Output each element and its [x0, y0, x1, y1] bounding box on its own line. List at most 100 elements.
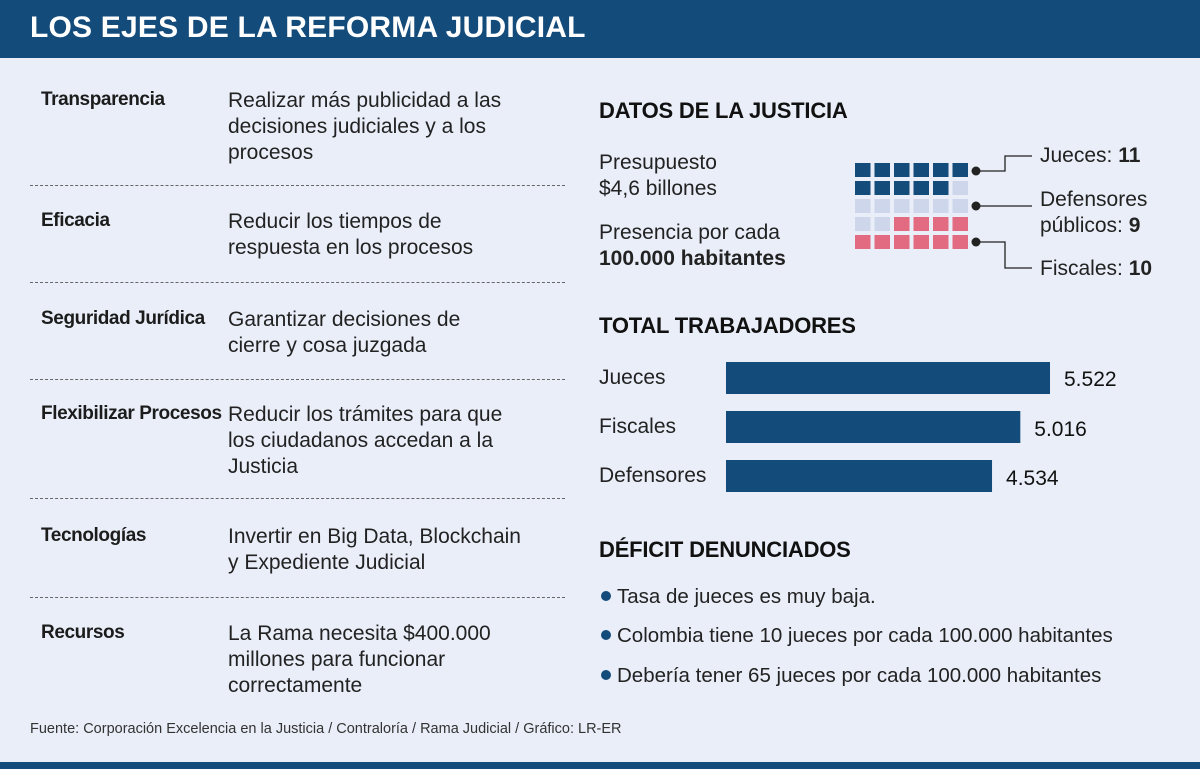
- total-trabajadores-title: TOTAL TRABAJADORES: [599, 313, 856, 338]
- axis-desc-line: Reducir los trámites para que: [228, 403, 503, 426]
- axis-name: Flexibilizar Procesos: [41, 403, 222, 424]
- legend-label: públicos:: [1040, 214, 1123, 237]
- waffle-cell: [952, 181, 968, 195]
- legend-value: 11: [1118, 144, 1141, 167]
- waffle-legend-fiscales: Fiscales: 10: [1040, 256, 1152, 282]
- deficit-item-text: Tasa de jueces es muy baja.: [617, 585, 876, 608]
- waffle-cell: [874, 235, 890, 249]
- waffle-cell: [855, 199, 871, 213]
- axis-desc-line: procesos: [228, 141, 314, 164]
- waffle-cell: [855, 163, 871, 177]
- header-bar: LOS EJES DE LA REFORMA JUDICIAL: [0, 0, 1200, 58]
- axis-name: Transparencia: [41, 89, 165, 110]
- bar-jueces: [726, 362, 1050, 394]
- waffle-cell: [913, 181, 929, 195]
- waffle-cell: [933, 199, 949, 213]
- bar-fiscales: [726, 411, 1021, 443]
- connector-line: [976, 241, 1032, 269]
- bullet-icon: [601, 630, 611, 640]
- bar-value-label: 5.522: [1064, 368, 1117, 391]
- deficit-title: DÉFICIT DENUNCIADOS: [599, 537, 851, 562]
- waffle-cell: [913, 235, 929, 249]
- source-note: Fuente: Corporación Excelencia en la Jus…: [30, 721, 622, 737]
- waffle-legend-jueces: Jueces: 11: [1040, 143, 1140, 169]
- deficit-item: Colombia tiene 10 jueces por cada 100.00…: [601, 624, 1113, 648]
- waffle-cell: [874, 199, 890, 213]
- row-divider: [30, 498, 565, 499]
- presencia-value: 100.000 habitantes: [599, 247, 786, 270]
- axis-description: Reducir los trámites para que los ciudad…: [228, 402, 568, 480]
- waffle-cell: [874, 217, 890, 231]
- waffle-cell: [933, 163, 949, 177]
- axis-desc-line: Reducir los tiempos de: [228, 210, 442, 233]
- waffle-cell: [952, 235, 968, 249]
- waffle-cell: [874, 163, 890, 177]
- deficit-item-text: Colombia tiene 10 jueces por cada 100.00…: [617, 624, 1113, 647]
- axis-name: Eficacia: [41, 210, 110, 231]
- presupuesto-label: Presupuesto: [599, 151, 717, 174]
- axis-description: Reducir los tiempos de respuesta en los …: [228, 209, 568, 261]
- axis-description: La Rama necesita $400.000 millones para …: [228, 621, 568, 699]
- bar-value-label: 5.016: [1034, 418, 1087, 441]
- waffle-cell: [874, 181, 890, 195]
- axis-desc-line: La Rama necesita $400.000: [228, 622, 491, 645]
- presencia-label: Presencia por cada: [599, 221, 780, 244]
- row-divider: [30, 597, 565, 598]
- waffle-cell: [913, 217, 929, 231]
- waffle-cell: [952, 217, 968, 231]
- waffle-cell: [933, 181, 949, 195]
- legend-label: Jueces:: [1040, 144, 1113, 167]
- waffle-cell: [933, 235, 949, 249]
- legend-value: 9: [1128, 214, 1141, 237]
- legend-label: Fiscales:: [1040, 257, 1123, 280]
- axis-name: Recursos: [41, 622, 125, 643]
- deficit-item: Tasa de jueces es muy baja.: [601, 585, 876, 609]
- waffle-cell: [894, 235, 910, 249]
- connector-line: [976, 155, 1032, 172]
- axis-name: Seguridad Jurídica: [41, 308, 205, 329]
- axis-desc-line: Garantizar decisiones de: [228, 308, 461, 331]
- axis-desc-line: cierre y cosa juzgada: [228, 334, 427, 357]
- waffle-cell: [855, 217, 871, 231]
- bullet-icon: [601, 591, 611, 601]
- legend-label: Defensores: [1040, 188, 1148, 211]
- axis-desc-line: correctamente: [228, 674, 363, 697]
- waffle-cell: [894, 199, 910, 213]
- waffle-cell: [952, 163, 968, 177]
- axis-name: Tecnologías: [41, 525, 147, 546]
- bar-value-label: 4.534: [1006, 467, 1059, 490]
- axis-description: Garantizar decisiones de cierre y cosa j…: [228, 307, 568, 359]
- axis-desc-line: respuesta en los procesos: [228, 236, 474, 259]
- bullet-icon: [601, 670, 611, 680]
- bar-defensores: [726, 460, 993, 492]
- axis-desc-line: decisiones judiciales y a los: [228, 115, 486, 138]
- waffle-legend-defensores-2: públicos: 9: [1040, 213, 1140, 239]
- axis-desc-line: Justicia: [228, 455, 299, 478]
- waffle-cell: [913, 163, 929, 177]
- bar-category-label: Fiscales: [599, 415, 677, 438]
- axis-desc-line: Realizar más publicidad a las: [228, 89, 502, 112]
- axis-description: Invertir en Big Data, Blockchain y Exped…: [228, 524, 568, 576]
- presupuesto-value: $4,6 billones: [599, 177, 717, 200]
- axis-description: Realizar más publicidad a las decisiones…: [228, 88, 568, 166]
- row-divider: [30, 282, 565, 283]
- waffle-cell: [913, 199, 929, 213]
- axis-desc-line: los ciudadanos accedan a la: [228, 429, 494, 452]
- waffle-cell: [952, 199, 968, 213]
- deficit-item: Debería tener 65 jueces por cada 100.000…: [601, 664, 1101, 688]
- waffle-cell: [894, 217, 910, 231]
- legend-value: 10: [1128, 257, 1153, 280]
- deficit-item-text: Debería tener 65 jueces por cada 100.000…: [617, 664, 1102, 687]
- bar-category-label: Jueces: [599, 366, 666, 389]
- row-divider: [30, 185, 565, 186]
- page-title: LOS EJES DE LA REFORMA JUDICIAL: [30, 11, 586, 44]
- waffle-legend-defensores: Defensores: [1040, 187, 1147, 213]
- bottom-bar: [0, 762, 1200, 769]
- bar-category-label: Defensores: [599, 464, 707, 487]
- waffle-cell: [855, 235, 871, 249]
- datos-title: DATOS DE LA JUSTICIA: [599, 98, 848, 123]
- waffle-cell: [894, 163, 910, 177]
- waffle-cell: [894, 181, 910, 195]
- waffle-cell: [933, 217, 949, 231]
